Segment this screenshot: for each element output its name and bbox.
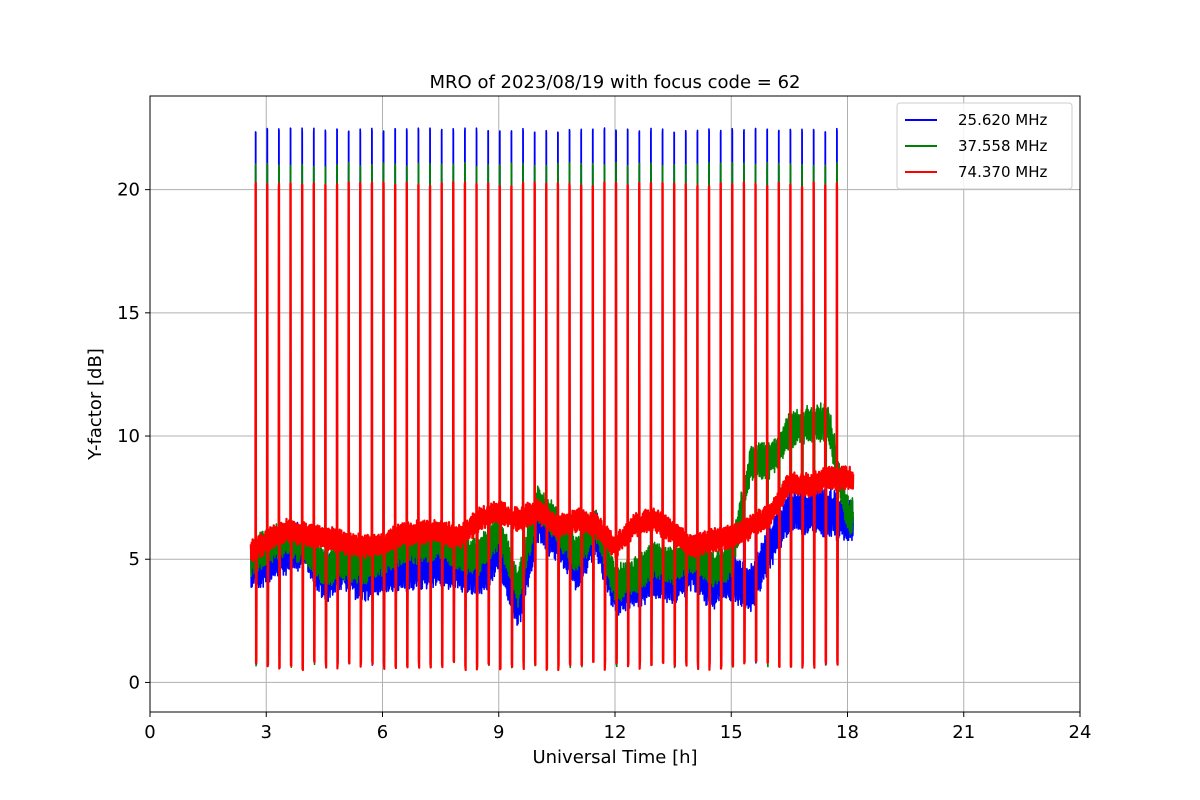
x-tick-label: 24	[1069, 722, 1092, 743]
legend-box	[896, 102, 1073, 190]
legend-label-2: 74.370 MHz	[958, 163, 1047, 181]
y-tick-label: 10	[117, 426, 140, 447]
legend: 25.620 MHz 37.558 MHz 74.370 MHz	[896, 102, 1073, 190]
x-tick-label: 6	[377, 722, 388, 743]
ticks: 0 3 6 9 12 15 18 21 24 0 5 10 15 20	[117, 180, 1091, 743]
x-axis-label: Universal Time [h]	[532, 747, 697, 768]
series-layer	[249, 127, 855, 672]
x-tick-label: 9	[493, 722, 504, 743]
y-tick-label: 20	[117, 180, 140, 201]
y-tick-label: 0	[129, 672, 140, 693]
series-line-2	[249, 181, 855, 672]
x-tick-label: 0	[144, 722, 155, 743]
chart-title: MRO of 2023/08/19 with focus code = 62	[430, 72, 801, 93]
y-axis-label: Y-factor [dB]	[85, 348, 106, 461]
x-tick-label: 15	[720, 722, 743, 743]
x-tick-label: 12	[604, 722, 627, 743]
y-tick-label: 15	[117, 303, 140, 324]
series-2	[249, 181, 855, 672]
x-tick-label: 3	[261, 722, 272, 743]
x-tick-label: 18	[836, 722, 859, 743]
x-tick-label: 21	[952, 722, 975, 743]
y-tick-label: 5	[129, 549, 140, 570]
legend-label-1: 37.558 MHz	[958, 137, 1047, 155]
legend-label-0: 25.620 MHz	[958, 111, 1047, 129]
